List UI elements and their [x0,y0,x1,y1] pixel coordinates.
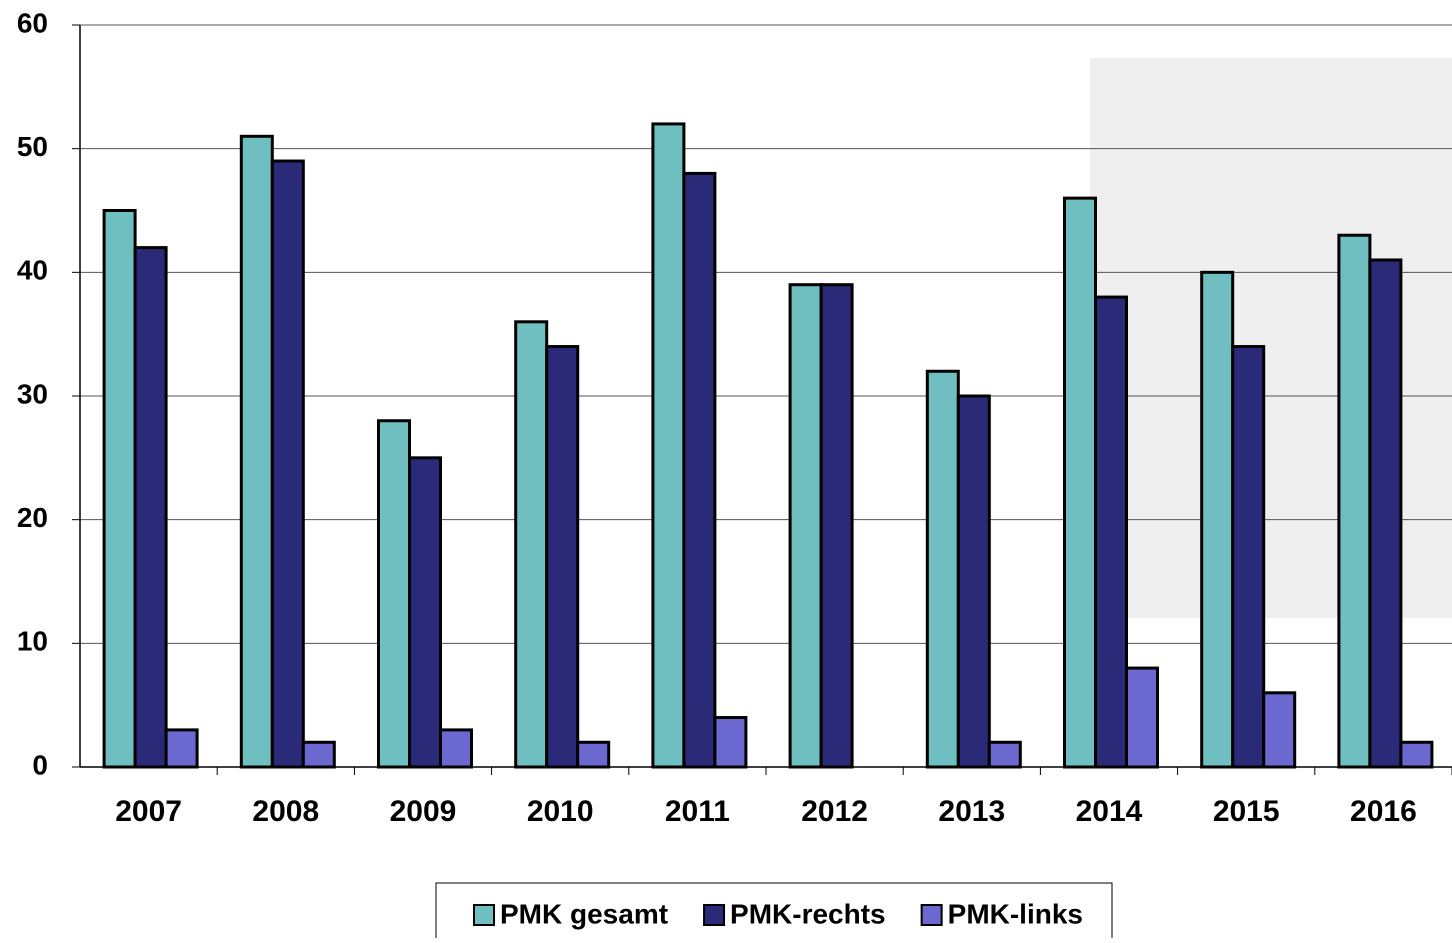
bar [1200,270,1235,769]
bar [788,283,823,769]
legend-label: PMK-links [948,898,1083,929]
bar [651,122,686,769]
x-tick-label: 2015 [1213,795,1280,828]
x-tick-label: 2013 [938,795,1005,828]
legend-swatch [920,904,943,926]
bar [1094,295,1128,769]
bar [514,320,549,769]
bar [682,171,717,769]
bar [925,369,960,769]
bar [301,740,336,769]
bar [1125,666,1159,769]
x-tick-label: 2014 [1076,795,1143,828]
bar [102,209,137,769]
bar [408,456,442,769]
bar [545,345,580,769]
bar [164,728,199,769]
x-tick-label: 2016 [1350,795,1417,828]
y-tick-label: 30 [17,378,48,409]
legend-swatch [473,904,495,926]
x-tick-label: 2010 [527,795,594,828]
bar [1262,691,1297,769]
y-tick-label: 40 [17,255,48,286]
legend-swatch [703,904,726,926]
bar [1368,258,1403,769]
y-tick-label: 20 [17,502,48,533]
legend-box [435,882,1113,943]
bar [576,740,611,769]
bar [713,716,748,769]
bar [956,394,991,769]
bar [1399,740,1434,769]
bar [377,419,411,769]
legend-label: PMK-rechts [730,898,886,929]
y-tick-label: 60 [17,7,48,38]
legend-label: PMK gesamt [500,898,668,929]
bar [270,159,305,769]
bar [133,246,168,769]
bar [819,283,854,769]
bar [239,134,274,769]
y-tick-label: 10 [17,626,48,657]
bar [439,728,473,769]
y-tick-label: 0 [32,749,48,780]
bar [1063,196,1097,769]
x-tick-label: 2012 [801,795,868,828]
bar [1231,345,1266,769]
x-tick-label: 2007 [115,795,182,828]
x-tick-label: 2008 [252,795,319,828]
bar [987,740,1022,769]
y-tick-label: 50 [17,131,48,162]
x-tick-label: 2009 [390,795,457,828]
x-tick-label: 2011 [665,795,730,828]
bar [1337,233,1372,769]
